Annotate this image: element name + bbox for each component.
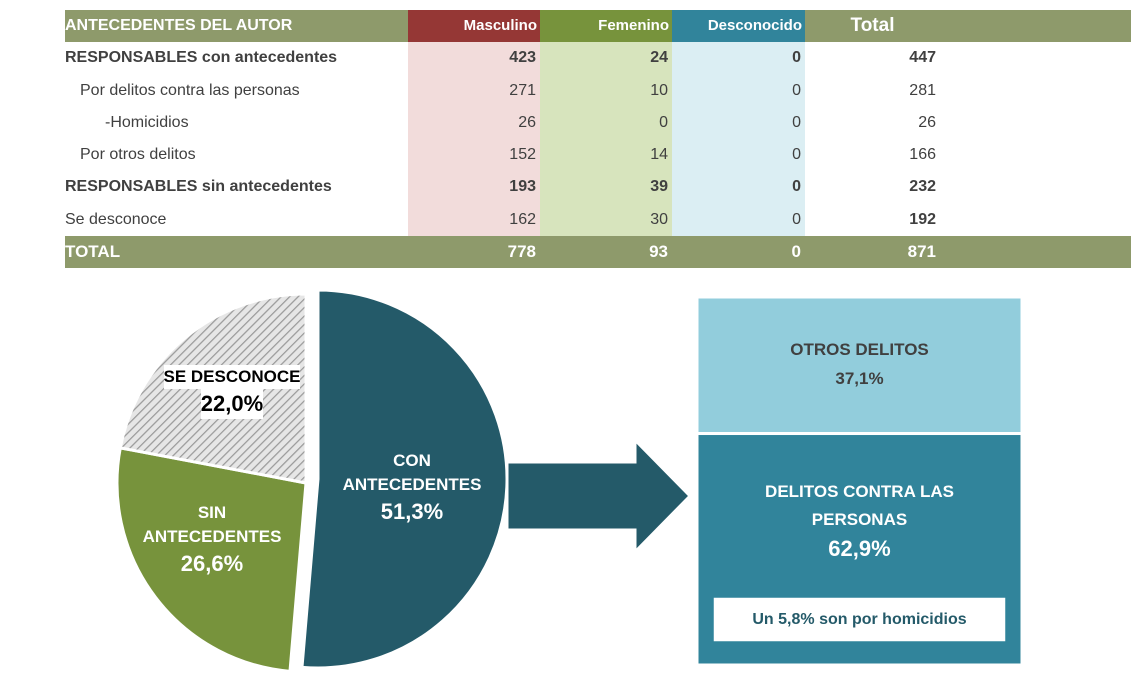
cell: 0 (672, 74, 805, 107)
slice-category: SIN ANTECEDENTES (142, 503, 282, 546)
slice-value: 22,0% (200, 389, 264, 419)
arrow (505, 436, 693, 556)
slice-label: SE DESCONOCE22,0% (147, 365, 317, 419)
row-label: Por otros delitos (80, 146, 196, 164)
table: ANTECEDENTES DEL AUTOR Masculino Femenino D… (65, 10, 1131, 269)
cell: 193 (408, 171, 540, 204)
segment-label: DELITOS CONTRA LAS PERSONAS 62,9% (720, 478, 1000, 564)
row-label: Se desconoce (65, 210, 167, 228)
total-cell: TOTAL (65, 242, 121, 262)
total-cell: 0 (791, 242, 801, 262)
row-label: RESPONSABLES con antecedentes (65, 49, 338, 67)
cell: 0 (672, 139, 805, 172)
segment-category: OTROS DELITOS (790, 340, 929, 360)
cell: 423 (408, 42, 540, 75)
table-row: RESPONSABLES sin antecedentes 193 39 0 232 (65, 171, 1131, 204)
slice-label: CON ANTECEDENTES 51,3% (332, 449, 492, 527)
total-row: TOTAL 778 93 0 871 (65, 236, 1131, 269)
annotation-box (712, 596, 1007, 643)
cell: 0 (672, 203, 805, 237)
table-row: Por otros delitos 152 14 0 166 (65, 139, 1131, 172)
table-row: RESPONSABLES con antecedentes 423 24 0 447 (65, 42, 1131, 75)
total-cell: 871 (907, 242, 936, 262)
table-row: Se desconoce 162 30 0 192 (65, 203, 1131, 237)
row-label: Por delitos contra las personas (80, 81, 300, 99)
segment-value: 62,9% (828, 536, 891, 562)
cell: 192 (909, 210, 936, 228)
cell: 281 (909, 81, 936, 99)
cell: 271 (408, 74, 540, 107)
cell: 14 (540, 139, 672, 172)
header-cell: Masculino (408, 10, 540, 43)
cell: 0 (672, 106, 805, 140)
cell: 0 (672, 171, 805, 204)
cell: 162 (408, 203, 540, 237)
header-cell: Total (850, 15, 895, 36)
segment-category: DELITOS CONTRA LAS PERSONAS (765, 482, 954, 530)
segment-label: OTROS DELITOS 37,1% (720, 336, 1000, 394)
cell: 447 (909, 49, 936, 67)
cell: 166 (909, 146, 936, 164)
header-cell: ANTECEDENTES DEL AUTOR (65, 17, 293, 34)
table-row: Por delitos contra las personas 271 10 0 281 (65, 74, 1131, 107)
cell: 24 (540, 42, 672, 75)
header-cell: Femenino (540, 10, 672, 43)
row-label: RESPONSABLES sin antecedentes (65, 178, 332, 196)
row-label: -Homicidios (105, 113, 189, 131)
pie-slice (115, 446, 308, 673)
total-cell: 93 (649, 242, 668, 262)
header-cell: Desconocido (672, 10, 805, 43)
slice-value: 51,3% (380, 499, 444, 524)
cell: 26 (408, 106, 540, 140)
cell: 152 (408, 139, 540, 172)
cell: 0 (672, 42, 805, 75)
segment-value: 37,1% (835, 369, 884, 389)
pie-slice (300, 288, 509, 670)
header-row: ANTECEDENTES DEL AUTOR Masculino Femenino D… (65, 10, 1131, 43)
total-cell: 778 (507, 242, 536, 262)
bar-segment (695, 295, 1024, 436)
cell: 30 (540, 203, 672, 237)
slice-category: CON ANTECEDENTES (342, 451, 482, 494)
cell: 0 (540, 106, 672, 140)
cell: 26 (918, 113, 936, 131)
table-row: -Homicidios 26 0 0 26 (65, 106, 1131, 140)
slice-value: 26,6% (180, 551, 244, 576)
cell: 10 (540, 74, 672, 107)
slice-category: SE DESCONOCE (163, 365, 301, 389)
cell: 232 (909, 178, 936, 196)
slice-label: SIN ANTECEDENTES 26,6% (132, 501, 292, 579)
annotation: Un 5,8% son por homicidios (752, 611, 967, 628)
cell: 39 (540, 171, 672, 204)
